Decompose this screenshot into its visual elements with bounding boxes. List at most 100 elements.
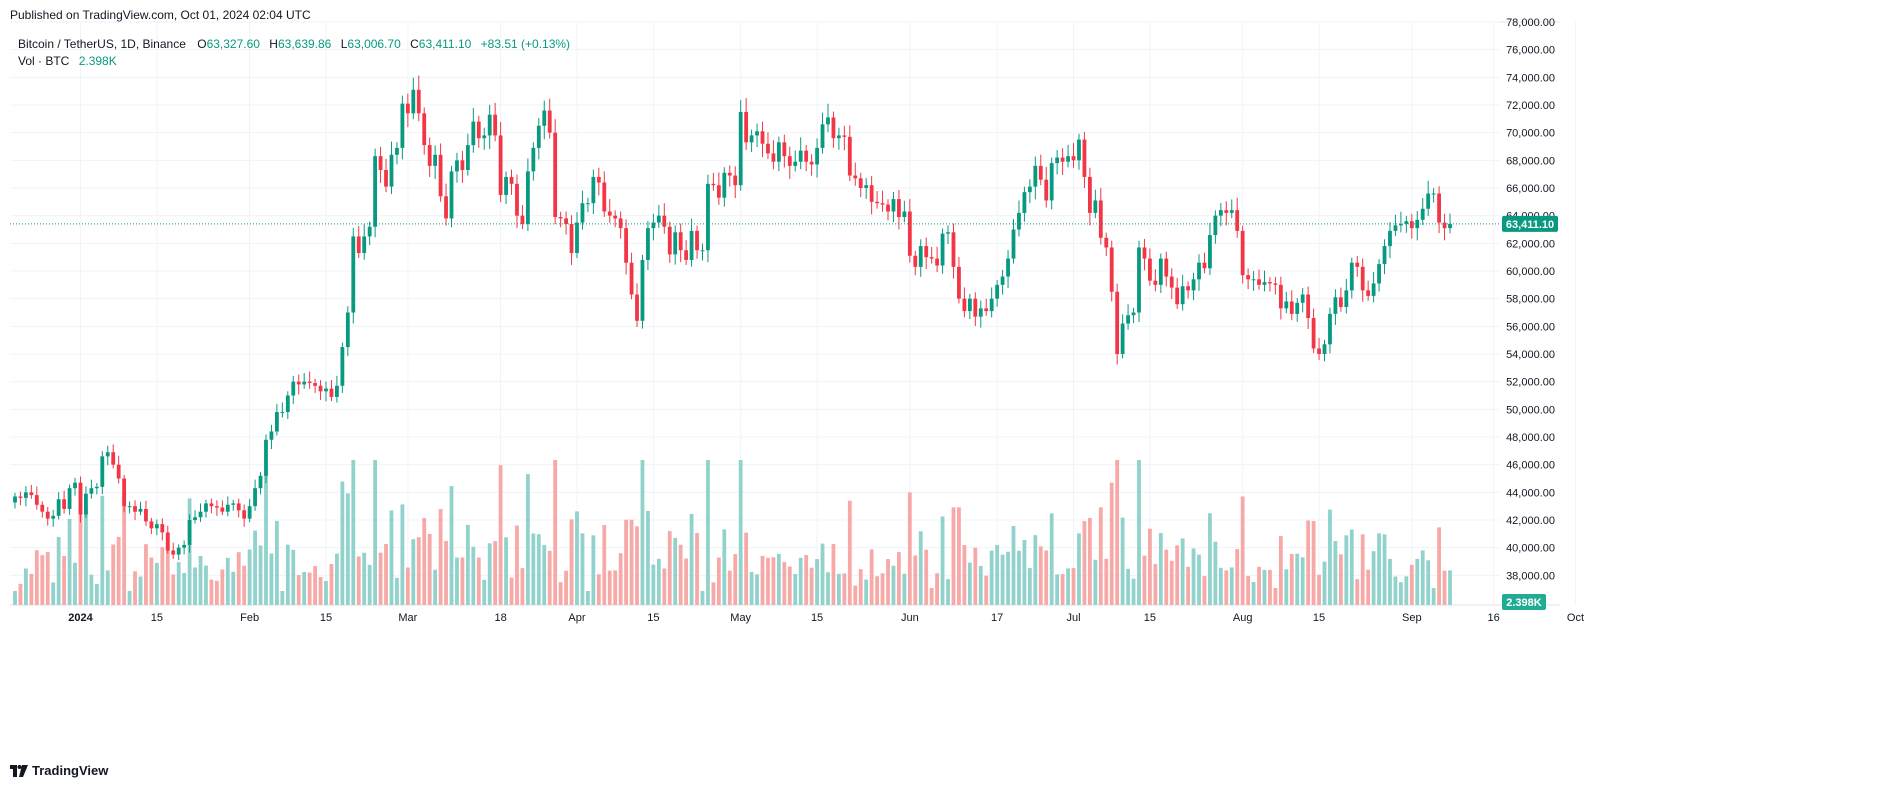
volume-bar <box>624 519 629 605</box>
candle-body <box>1175 287 1180 305</box>
volume-bar <box>1197 554 1201 605</box>
volume-bar <box>1377 533 1381 605</box>
candle-body <box>56 499 61 516</box>
volume-bar <box>1224 570 1229 605</box>
volume-badge <box>1502 594 1546 610</box>
candle-body <box>1137 247 1141 313</box>
volume-bar <box>285 544 290 605</box>
candle-body <box>1448 223 1452 229</box>
candle-body <box>1218 210 1223 216</box>
volume-bar <box>569 519 574 605</box>
candle-body <box>198 511 203 518</box>
volume-bar <box>1257 566 1261 605</box>
candle-body <box>493 114 498 136</box>
last-price-text: 63,411.10 <box>1506 219 1554 231</box>
candle-body <box>853 175 858 179</box>
x-tick-label: Jul <box>1066 612 1080 624</box>
candle-body <box>536 125 541 148</box>
legend-volume-row: Vol · BTC 2.398K <box>18 53 570 70</box>
volume-bar <box>471 546 476 605</box>
candle-body <box>667 226 672 255</box>
volume-bar <box>580 533 585 605</box>
volume-bar <box>847 500 852 605</box>
volume-bar <box>269 553 274 605</box>
candle-body <box>1240 230 1245 276</box>
volume-bar <box>880 573 885 605</box>
volume-bar <box>395 577 399 605</box>
volume-bar <box>389 510 394 605</box>
candle-body <box>253 488 257 507</box>
candle-body <box>744 111 749 143</box>
candle-body <box>449 171 454 219</box>
candle-body <box>1268 282 1272 284</box>
candle-body <box>384 170 388 187</box>
candle-body <box>89 488 94 494</box>
volume-bar <box>1322 561 1327 605</box>
volume-bar <box>176 562 181 605</box>
candle-body <box>302 381 307 385</box>
volume-bar <box>515 525 519 605</box>
last-price-label: 63,411.10 <box>1502 215 1558 232</box>
candle-body <box>1044 179 1049 201</box>
volume-bar <box>62 556 67 605</box>
candle-body <box>913 255 918 267</box>
candle-body <box>187 520 192 545</box>
volume-bar <box>1235 549 1240 605</box>
volume-bar <box>1038 546 1043 605</box>
candle-body <box>1388 230 1392 247</box>
x-tick-label: Mar <box>398 612 417 624</box>
candle-body <box>880 203 885 205</box>
candle-body <box>444 196 448 219</box>
volume-bar <box>1126 568 1130 605</box>
candle-body <box>482 135 487 139</box>
volume-bar <box>602 525 607 605</box>
volume-bar <box>913 555 918 605</box>
volume-bar <box>29 573 34 605</box>
x-tick-label: May <box>730 612 751 624</box>
volume-bar <box>711 582 716 605</box>
candle-body <box>1420 208 1425 220</box>
volume-bar <box>1278 536 1283 605</box>
candle-body <box>345 312 350 348</box>
volume-bar <box>973 547 978 605</box>
volume-indicator-label[interactable]: Vol · BTC <box>18 54 70 68</box>
symbol-name[interactable]: Bitcoin / TetherUS, 1D, Binance <box>18 37 186 51</box>
y-tick-label: 66,000.00 <box>1506 183 1555 195</box>
candle-body <box>362 236 367 254</box>
candle-body <box>67 488 72 509</box>
x-tick-label: Sep <box>1402 612 1422 624</box>
candle-body <box>1213 215 1218 236</box>
volume-bar <box>1115 460 1120 605</box>
footer-brand[interactable]: TradingView <box>10 763 108 778</box>
volume-bar <box>564 570 568 605</box>
candle-body <box>864 185 869 188</box>
volume-bar <box>1027 568 1032 605</box>
volume-bar <box>1169 560 1174 605</box>
candle-body <box>154 524 159 529</box>
volume-bar <box>1044 550 1049 605</box>
close-value: 63,411.10 <box>418 37 472 51</box>
volume-bar <box>1300 557 1305 605</box>
candle-body <box>1027 186 1032 193</box>
volume-bar <box>716 557 721 605</box>
volume-bar <box>651 564 656 605</box>
volume-bar <box>978 565 983 605</box>
volume-bar <box>520 568 525 605</box>
candle-body <box>378 156 383 171</box>
volume-bar <box>1388 558 1392 605</box>
time-axis: 2024 15 Feb 15 Mar 18 Apr 15 May 15 Jun 17 Jul 15 Aug 1… <box>68 612 1584 624</box>
candle-body <box>1377 264 1381 284</box>
candle-body <box>318 385 323 392</box>
volume-bar <box>886 559 890 605</box>
candle-body <box>978 308 983 317</box>
candle-body <box>951 232 956 267</box>
volume-bar <box>1415 558 1420 605</box>
volume-bar <box>831 544 836 605</box>
candle-body <box>122 478 127 507</box>
candle-body <box>525 171 530 224</box>
candle-body <box>836 135 841 139</box>
candle-body <box>651 222 656 229</box>
volume-bar <box>525 474 530 605</box>
candle-body <box>689 230 694 260</box>
